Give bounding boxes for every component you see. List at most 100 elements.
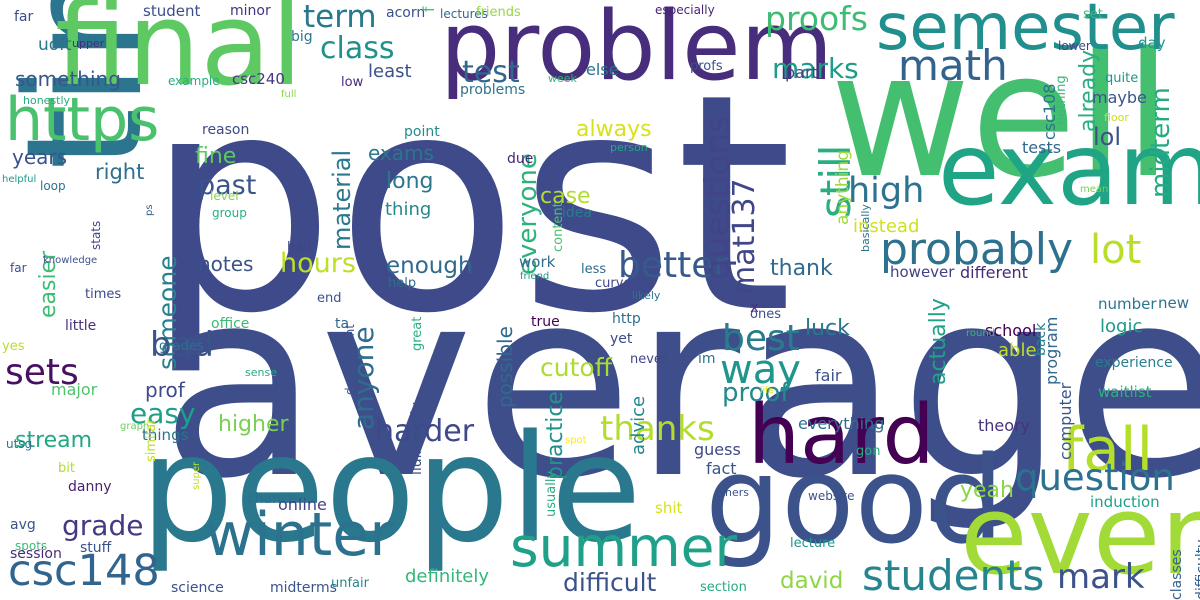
word-grades: grades xyxy=(159,339,204,354)
word-thank: thank xyxy=(770,256,833,281)
word-thing: thing xyxy=(385,199,432,220)
word-far: far xyxy=(10,261,27,275)
word-https: https xyxy=(5,85,160,155)
word-years: years xyxy=(12,145,68,169)
word-example: example xyxy=(168,74,220,88)
word-department: department xyxy=(343,324,357,395)
word-gon: gon xyxy=(856,444,881,459)
word-times: times xyxy=(85,287,122,302)
word-bit: bit xyxy=(58,461,75,476)
word-profs: profs xyxy=(690,59,723,74)
word-csc108: csc108 xyxy=(1040,83,1059,140)
word-ones: ones xyxy=(750,307,781,322)
word-stats: stats xyxy=(89,220,103,250)
word-fair: fair xyxy=(815,366,842,385)
word-life: life xyxy=(760,386,774,396)
word-x: x xyxy=(750,298,759,316)
word-class: class xyxy=(320,31,395,66)
word-bad: bad xyxy=(150,325,214,365)
word-especially: especially xyxy=(655,3,715,17)
word-way: way xyxy=(720,347,801,393)
word-number: number xyxy=(1098,295,1157,313)
word-final: final xyxy=(55,0,303,112)
word-part: part xyxy=(785,63,818,82)
word-mat137: mat137 xyxy=(727,178,762,295)
word-f: f xyxy=(420,6,438,12)
word-day: day xyxy=(1138,34,1166,52)
word-logic: logic xyxy=(1100,316,1143,337)
word-danny: danny xyxy=(68,479,112,495)
word-problem: problem xyxy=(440,0,834,102)
word-term: term xyxy=(303,0,377,35)
word-usually: usually xyxy=(544,470,559,517)
word-round: round xyxy=(966,328,996,339)
word-computer: computer xyxy=(1056,382,1075,460)
word-possible: possible xyxy=(493,326,517,408)
word-acorn: acorn xyxy=(386,5,426,21)
word-lot: lot xyxy=(1090,227,1142,273)
word-helpful: helpful xyxy=(2,174,37,185)
word-different: different xyxy=(960,263,1028,282)
word-something: something xyxy=(15,67,121,91)
word-avg: avg xyxy=(10,517,36,533)
word-better: better xyxy=(618,245,729,286)
word-test: test xyxy=(462,55,520,90)
word-big: big xyxy=(291,29,313,45)
word-never: never xyxy=(630,352,668,367)
word-lectures: lectures xyxy=(440,7,488,21)
word-fine: fine xyxy=(195,144,237,169)
word-low: low xyxy=(341,75,364,90)
word-session: session xyxy=(10,546,62,562)
word-grade: grade xyxy=(62,509,144,542)
word-fact: fact xyxy=(706,459,737,478)
word-david: david xyxy=(780,568,844,594)
word-higher: higher xyxy=(218,412,289,437)
word-theory: theory xyxy=(978,416,1031,435)
word-work: work xyxy=(519,253,556,271)
word-high: high xyxy=(848,171,925,211)
word-end: end xyxy=(317,291,342,306)
word-student: student xyxy=(143,2,201,20)
word-however: however xyxy=(890,263,955,281)
word-semester: semester xyxy=(876,0,1175,65)
word-due: due xyxy=(507,151,534,167)
word-liulliterally: liulliterally xyxy=(409,402,425,475)
word-harder: harder xyxy=(375,414,475,449)
word-shit: shit xyxy=(655,499,683,517)
word-everything: everything xyxy=(798,414,885,433)
word-ps: ps xyxy=(144,204,155,216)
word-mark: mark xyxy=(1057,557,1145,597)
word-summer: summer xyxy=(510,515,738,579)
word-ta: ta xyxy=(335,316,350,332)
word-case: case xyxy=(540,184,591,209)
word-waitlist: waitlist xyxy=(1098,383,1152,401)
word-maybe: maybe xyxy=(1092,88,1147,107)
word-practice: practice xyxy=(543,391,568,480)
word-basically: basically xyxy=(859,204,872,252)
word-person: person xyxy=(610,141,648,154)
word-great: great xyxy=(410,316,425,351)
word-exams: exams xyxy=(368,141,434,165)
word-chance: chance xyxy=(247,491,298,507)
word-level: level xyxy=(210,189,239,203)
word-cutoff: cutoff xyxy=(540,353,612,382)
word-utsg: utsg xyxy=(6,437,33,451)
word-induction: induction xyxy=(1090,493,1160,511)
word-least: least xyxy=(368,61,412,82)
word-lecture: lecture xyxy=(790,536,836,551)
word-hard: hard xyxy=(748,388,935,483)
word-actually: actually xyxy=(926,298,951,385)
word-guess: guess xyxy=(694,440,741,459)
word-yes: yes xyxy=(2,339,25,354)
word-unfair: unfair xyxy=(331,576,369,591)
word-mean: mean xyxy=(1080,184,1109,195)
word-curve: curve xyxy=(595,276,632,291)
word-always: always xyxy=(576,117,652,142)
word-science: science xyxy=(171,580,224,596)
word-exam: exam xyxy=(938,111,1200,228)
word-lower: lower xyxy=(1058,39,1091,53)
word-others: others xyxy=(714,486,750,499)
word-major: major xyxy=(51,380,98,399)
word-knowledge: knowledge xyxy=(43,255,98,266)
word-material: material xyxy=(328,149,356,250)
